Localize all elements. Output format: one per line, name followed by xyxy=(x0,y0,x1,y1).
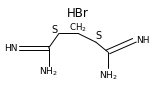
Text: CH$_2$: CH$_2$ xyxy=(69,21,87,34)
Text: NH$_2$: NH$_2$ xyxy=(99,69,117,82)
Text: S: S xyxy=(51,25,58,35)
Text: HN: HN xyxy=(4,44,17,53)
Text: HBr: HBr xyxy=(67,7,89,20)
Text: NH$_2$: NH$_2$ xyxy=(39,66,58,78)
Text: NH: NH xyxy=(136,36,149,45)
Text: S: S xyxy=(96,31,102,41)
